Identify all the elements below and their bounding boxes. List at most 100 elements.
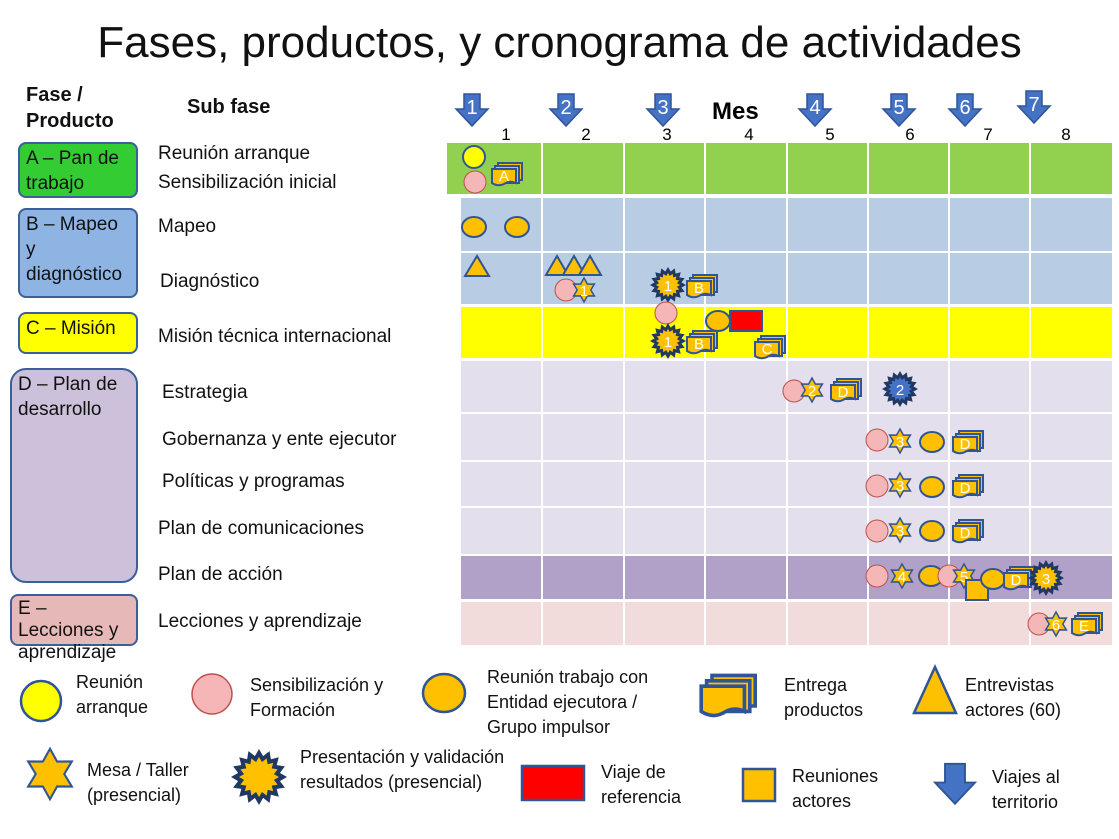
legend-stakeholder-icon (741, 767, 777, 803)
legend-kickoff-label: Reunión arranque (76, 672, 149, 717)
legend-validation-label: Presentación y validación resultados (pr… (300, 747, 505, 792)
validation-sun-1b: 1 (651, 324, 685, 358)
header-phase: Fase / Producto (26, 84, 114, 132)
delivery-doc-d5: D (1003, 566, 1035, 591)
trip-label-5: 5 (893, 97, 904, 119)
month-6: 6 (905, 125, 914, 144)
marker-c: C (762, 341, 773, 358)
marker-d3: D (960, 480, 971, 497)
legend-workshop-label: Mesa / Taller (presencial) (87, 760, 189, 805)
legend-kickoff-icon (19, 679, 63, 723)
page-title: Fases, productos, y cronograma de activi… (97, 18, 1022, 67)
validation-sun-1-label: 1 (664, 278, 672, 295)
interview-triangle-2 (544, 254, 570, 276)
legend-reference-trip-label: Viaje de referencia (601, 762, 682, 807)
legend-work-meeting-icon (421, 672, 467, 714)
delivery-doc-d3: D (952, 474, 984, 499)
workshop-star-2-label: 2 (808, 383, 816, 400)
legend-stakeholder-label: Reuniones actores (792, 766, 879, 811)
trip-label-2: 2 (560, 97, 571, 119)
marker-d4: D (960, 525, 971, 542)
subphase-mision: Misión técnica internacional (158, 326, 392, 347)
workshop-star-2: 2 (800, 377, 824, 403)
delivery-doc-e: E (1071, 612, 1103, 637)
subphase-plan-accion: Plan de acción (158, 564, 283, 585)
subphase-diagnostico: Diagnóstico (160, 271, 260, 292)
subphase-politicas: Políticas y programas (162, 471, 345, 492)
delivery-doc-b2: B (686, 330, 718, 355)
header-subphase: Sub fase (187, 96, 271, 118)
legend-delivery-label: Entrega productos (784, 675, 864, 720)
month-3: 3 (662, 125, 671, 144)
interview-triangle-3 (561, 254, 587, 276)
work-meeting-d6 (980, 568, 1006, 590)
mes-label: Mes (712, 98, 759, 125)
validation-sun-1b-label: 1 (664, 334, 672, 351)
training-circle-d4 (865, 519, 889, 543)
band-a (447, 143, 1112, 194)
trip-label-4: 4 (809, 97, 820, 119)
subphase-reunion-arranque: Reunión arranque (158, 143, 311, 164)
trip-arrow-6: 6 (948, 93, 982, 127)
subphase-mapeo: Mapeo (158, 216, 217, 237)
month-1: 1 (501, 125, 510, 144)
legend-workshop-icon (27, 747, 73, 801)
training-circle-d5 (865, 564, 889, 588)
workshop-star-6-label: 6 (1052, 617, 1060, 634)
training-circle (463, 170, 487, 194)
delivery-doc-a: A (491, 162, 523, 187)
marker-a: A (499, 168, 509, 185)
phase-label-e: E – Lecciones y aprendizaje (18, 598, 119, 663)
marker-b2: B (694, 336, 704, 353)
month-4: 4 (744, 125, 753, 144)
trip-arrow-1: 1 (455, 93, 489, 127)
trip-label-7: 7 (1028, 94, 1039, 116)
trip-arrow-2: 2 (549, 93, 583, 127)
subphase-estrategia: Estrategia (162, 382, 248, 403)
work-meeting-1 (461, 216, 487, 238)
trip-label-6: 6 (959, 97, 970, 119)
workshop-star-4: 4 (890, 563, 914, 589)
delivery-doc-b: B (686, 274, 718, 299)
workshop-star-3b-label: 3 (896, 478, 904, 495)
workshop-star-1-label: 1 (580, 283, 588, 300)
grid-lines (461, 143, 1112, 645)
phase-label-c: C – Misión (26, 318, 116, 339)
workshop-star-3a-label: 3 (896, 434, 904, 451)
workshop-star-3b: 3 (888, 472, 912, 498)
trip-arrow-4: 4 (798, 93, 832, 127)
phase-label-a: A – Pan de trabajo (26, 148, 119, 194)
training-circle-d3 (865, 474, 889, 498)
workshop-star-3c: 3 (888, 517, 912, 543)
validation-sun-2-label: 2 (896, 382, 904, 399)
subphase-sensibilizacion: Sensibilización inicial (158, 172, 337, 193)
legend-validation-icon (235, 753, 283, 801)
training-circle-e (1027, 612, 1051, 636)
legend-work-meeting-label: Reunión trabajo con Entidad ejecutora / … (487, 667, 649, 737)
workshop-star-5-label: 5 (960, 569, 968, 586)
interview-triangle-4 (577, 254, 603, 276)
legend-training-label: Sensibilización y Formación (250, 675, 384, 720)
training-circle-b (554, 278, 578, 302)
month-8: 8 (1061, 125, 1070, 144)
phase-box-c: C – Misión (18, 312, 138, 354)
work-meeting-2 (504, 216, 530, 238)
legend-trip-label: Viajes al territorio (992, 767, 1060, 812)
delivery-doc-d2: D (952, 430, 984, 455)
trip-label-1: 1 (466, 97, 477, 119)
kickoff-circle (462, 145, 486, 169)
month-7: 7 (983, 125, 992, 144)
work-meeting-c (705, 310, 731, 332)
legend-training-icon (191, 673, 233, 715)
marker-d1: D (838, 384, 849, 401)
subphase-gobernanza: Gobernanza y ente ejecutor (162, 429, 397, 450)
training-circle-c (654, 301, 678, 325)
legend-interview-label: Entrevistas actores (60) (965, 675, 1062, 720)
delivery-doc-d4: D (952, 519, 984, 544)
phase-box-d: D – Plan de desarrollo (10, 368, 138, 583)
marker-d2: D (960, 436, 971, 453)
work-meeting-d2 (919, 431, 945, 453)
validation-sun-3-label: 3 (1042, 571, 1050, 588)
training-circle-d2 (865, 428, 889, 452)
legend-reference-trip-icon (520, 764, 586, 802)
